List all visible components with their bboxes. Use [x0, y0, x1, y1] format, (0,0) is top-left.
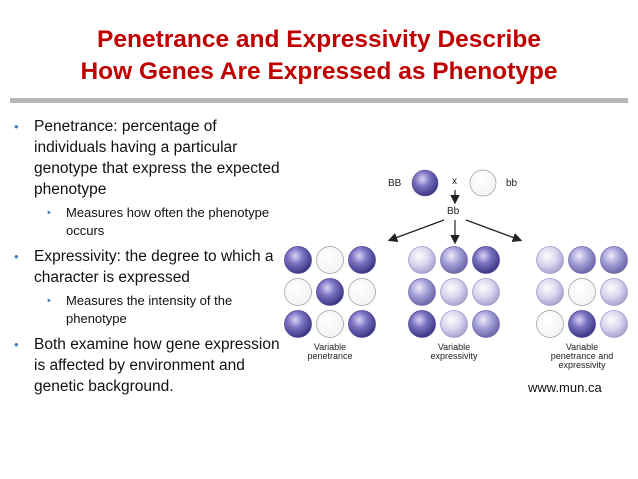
phenotype-circle-light: [536, 246, 564, 274]
phenotype-circle-medium: [408, 278, 436, 306]
phenotype-circle-medium: [440, 246, 468, 274]
phenotype-group: Variable penetrance and expressivity: [536, 246, 628, 370]
phenotype-circle-none: [316, 310, 344, 338]
bullet-text: Penetrance: percentage of individuals ha…: [34, 118, 280, 198]
group-label: Variable penetrance and expressivity: [551, 342, 614, 370]
phenotype-circle-medium: [568, 246, 596, 274]
phenotype-circle-none: [536, 310, 564, 338]
bullet-penetrance: • Penetrance: percentage of individuals …: [14, 116, 284, 200]
phenotype-group: Variable penetrance: [284, 246, 376, 361]
phenotype-circle-full: [408, 310, 436, 338]
phenotype-circle-light: [408, 246, 436, 274]
parent-left-circle: [411, 169, 439, 197]
phenotype-circle-none: [316, 246, 344, 274]
subbullet-text: Measures how often the phenotype occurs: [66, 205, 270, 238]
title-line-1: Penetrance and Expressivity Describe: [97, 26, 541, 53]
group-label: Variable expressivity: [430, 342, 478, 361]
arrow-to-both: [465, 219, 523, 243]
subbullet-expressivity: • Measures the intensity of the phenotyp…: [14, 292, 284, 328]
bullet-both: • Both examine how gene expression is af…: [14, 334, 284, 397]
parent-right-label: bb: [506, 178, 518, 189]
title-line-2: How Genes Are Expressed as Phenotype: [80, 58, 558, 85]
parent-left-label: BB: [388, 178, 402, 189]
phenotype-circle-light: [472, 278, 500, 306]
subbullet-dot: •: [47, 207, 51, 219]
phenotype-circle-none: [284, 278, 312, 306]
slide-title: Penetrance and Expressivity Describe How…: [0, 24, 638, 88]
phenotype-circle-full: [348, 310, 376, 338]
phenotype-group: Variable expressivity: [408, 246, 500, 361]
phenotype-circle-light: [600, 278, 628, 306]
bullet-text: Both examine how gene expression is affe…: [34, 336, 280, 395]
phenotype-circle-light: [536, 278, 564, 306]
phenotype-circle-light: [440, 278, 468, 306]
source-credit: www.mun.ca: [528, 380, 602, 395]
offspring-label: Bb: [447, 206, 460, 217]
subbullet-penetrance: • Measures how often the phenotype occur…: [14, 204, 284, 240]
phenotype-circle-light: [440, 310, 468, 338]
phenotype-circle-medium: [600, 246, 628, 274]
phenotype-circle-none: [348, 278, 376, 306]
bullet-list: • Penetrance: percentage of individuals …: [14, 116, 284, 397]
phenotype-circle-light: [600, 310, 628, 338]
phenotype-circle-full: [284, 246, 312, 274]
bullet-text: Expressivity: the degree to which a char…: [34, 248, 274, 286]
bullet-expressivity: • Expressivity: the degree to which a ch…: [14, 246, 284, 288]
title-divider: [10, 98, 628, 103]
phenotype-circle-full: [568, 310, 596, 338]
bullet-dot: •: [14, 337, 19, 352]
subbullet-text: Measures the intensity of the phenotype: [66, 293, 233, 326]
bullet-dot: •: [14, 249, 19, 264]
phenotype-circle-medium: [472, 310, 500, 338]
phenotype-circle-full: [472, 246, 500, 274]
arrow-to-penetrance: [387, 219, 445, 243]
phenotype-circle-none: [568, 278, 596, 306]
cross-symbol: x: [452, 176, 457, 187]
parent-right-circle: [469, 169, 497, 197]
phenotype-circle-full: [316, 278, 344, 306]
phenotype-circle-full: [348, 246, 376, 274]
bullet-dot: •: [14, 119, 19, 134]
phenotype-circle-full: [284, 310, 312, 338]
group-label: Variable penetrance: [307, 342, 352, 361]
phenotype-groups: Variable penetrance Variable expressivity Va…: [284, 246, 628, 370]
subbullet-dot: •: [47, 295, 51, 307]
